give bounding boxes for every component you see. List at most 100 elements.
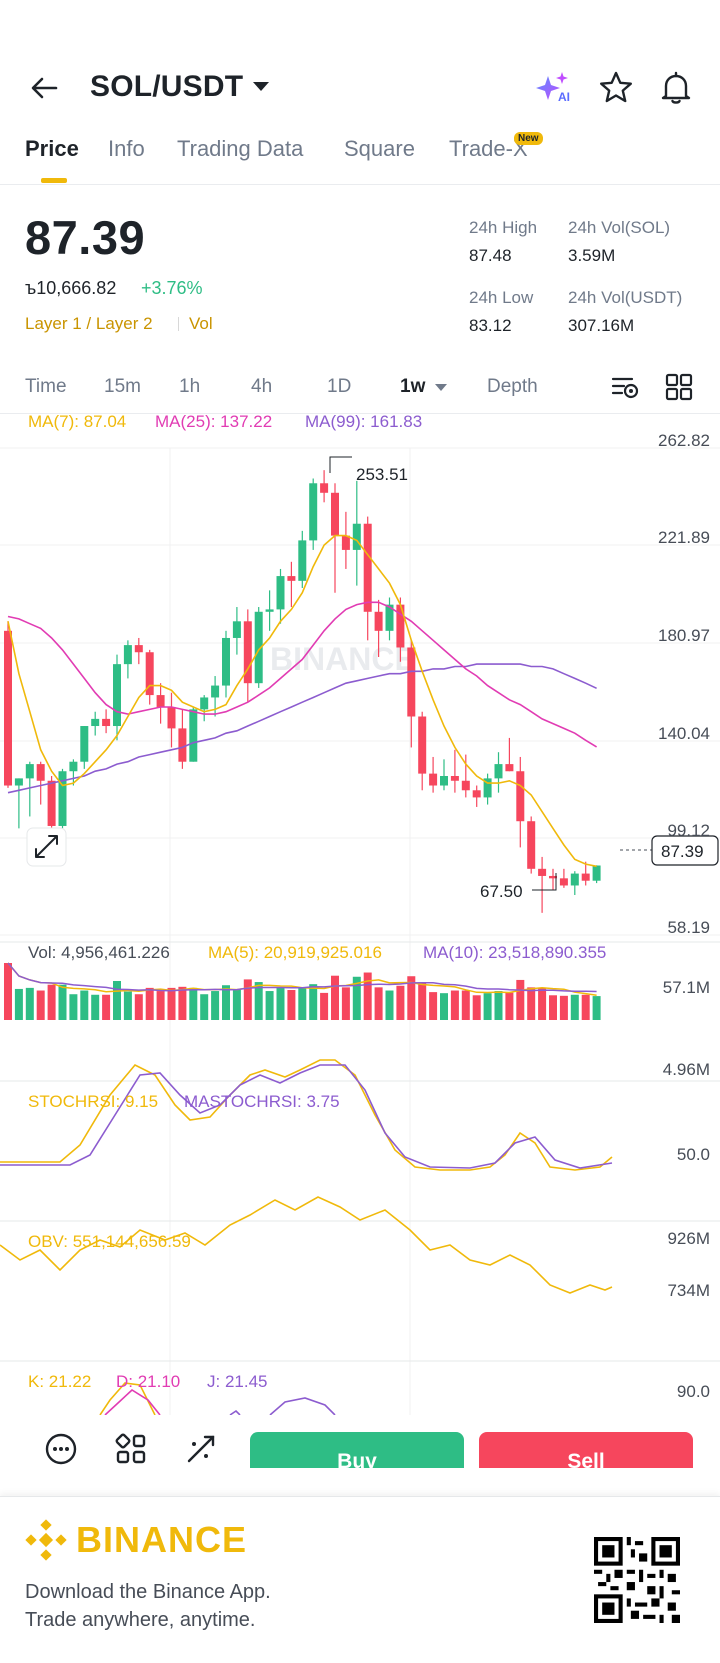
interval-more-caret-icon[interactable] [435,384,447,391]
tab-trading-data[interactable]: Trading Data [177,136,304,161]
tab-square[interactable]: Square [344,136,415,161]
volume-bar [178,986,187,1020]
volume-bar [287,989,296,1020]
candle-body [134,645,143,653]
candle-body [178,728,187,762]
volume-bar [14,988,23,1020]
last-price: 87.39 [25,211,146,264]
volume-bar [516,979,525,1020]
low-marker-leader [532,873,557,891]
back-arrow-icon[interactable] [26,70,62,106]
buy-button[interactable]: Buy [250,1432,464,1468]
candle-body [505,764,514,772]
price-axis-tick: 99.12 [667,821,710,840]
candle-body [254,611,263,684]
candle-body [374,611,383,631]
candle-body [418,716,427,774]
volume-bar [418,982,427,1020]
candle-body [232,621,241,638]
stochrsi-axis-tick: 50.0 [676,1145,710,1164]
volume-bar [407,976,416,1020]
tab-price[interactable]: Price [25,136,79,161]
chart-layout-icon[interactable] [664,372,694,402]
candle-body [222,637,230,686]
stat-24h-high-label: 24h High [469,218,538,237]
legend-volume-ma5: MA(5): 20,919,925.016 [208,943,382,962]
interval-1w[interactable]: 1w [400,376,426,397]
volume-bar [167,987,176,1020]
bottom-action-bar [0,1415,720,1471]
volume-bar [102,994,111,1020]
volume-bars-group [4,963,601,1020]
kdj-k-line [99,1382,156,1415]
interval-1d[interactable]: 1D [327,376,352,397]
kdj-d-line [104,1388,161,1415]
volume-bar [331,975,339,1020]
ai-sparkle-icon[interactable]: AI [534,68,574,108]
interval-4h[interactable]: 4h [251,376,273,397]
volume-bar [276,987,285,1020]
candle-body [189,709,198,762]
interval-1h[interactable]: 1h [179,376,201,397]
apps-grid-icon[interactable] [114,1432,148,1466]
favorite-star-icon[interactable] [596,68,636,108]
candle-body [4,630,12,786]
interval-depth[interactable]: Depth [487,376,538,397]
binance-wordmark: BINANCE [76,1519,248,1560]
app-download-footer: BINANCE Download the Binance App. Trade … [0,1496,720,1663]
obv-line [0,1196,613,1294]
tag-divider [178,317,179,331]
kline-chart-svg[interactable]: BINANCE 253.51 67.50 87.39 [0,415,720,1415]
pair-title[interactable]: SOL/USDT [90,70,244,103]
volume-bar [440,993,448,1020]
candle-body [581,873,590,881]
volume-bar [309,984,318,1020]
svg-text:AI: AI [558,90,570,104]
current-price-tag-label: 87.39 [661,842,704,861]
chart-grid [0,447,720,1415]
active-tab-indicator [41,178,67,183]
candle-body [385,604,394,631]
volume-bar [505,992,514,1020]
category-tag-layer[interactable]: Layer 1 / Layer 2 [25,314,153,333]
volume-bar [113,980,121,1020]
legend-kdj-k: K: 21.22 [28,1372,92,1391]
sell-button[interactable]: Sell [479,1432,693,1468]
interval-time[interactable]: Time [25,376,67,397]
price-axis-tick: 180.97 [658,626,710,645]
stat-24h-vol-sol-label: 24h Vol(SOL) [568,218,671,237]
volume-bar [570,994,579,1020]
volume-bar [36,990,45,1020]
volume-bar [4,963,12,1020]
candle-body [145,652,154,696]
candle-body [36,764,45,781]
header-bar: SOL/USDT AI [0,60,720,116]
volume-bar [581,994,590,1020]
candle-body [352,523,361,550]
candle-body [407,647,416,717]
bell-icon[interactable] [656,68,696,108]
expand-icon [35,835,58,858]
candle-body [91,718,100,727]
pair-dropdown-caret-icon[interactable] [253,82,269,91]
current-price-tag [651,835,719,866]
candle-body [287,576,296,581]
volume-bar [91,994,100,1020]
candle-body [309,483,318,541]
tab-info[interactable]: Info [108,136,145,161]
candle-body [113,664,121,727]
volume-ma10-line [7,962,597,993]
legend-ma25: MA(25): 137.22 [155,412,273,431]
kline-chart-area[interactable]: BINANCE 253.51 67.50 87.39 MA(7): 87.04 … [0,412,720,1415]
drawing-tool-icon[interactable] [184,1432,218,1466]
volume-bar [200,994,209,1020]
more-options-icon[interactable] [44,1432,78,1466]
candle-body [123,645,132,665]
candle-body [243,621,252,684]
category-tag-vol[interactable]: Vol [189,314,213,333]
legend-ma7: MA(7): 87.04 [28,412,127,431]
indicator-settings-icon[interactable] [610,372,640,402]
qr-code-icon[interactable] [594,1537,680,1623]
volume-bar [363,972,372,1020]
interval-15m[interactable]: 15m [104,376,141,397]
